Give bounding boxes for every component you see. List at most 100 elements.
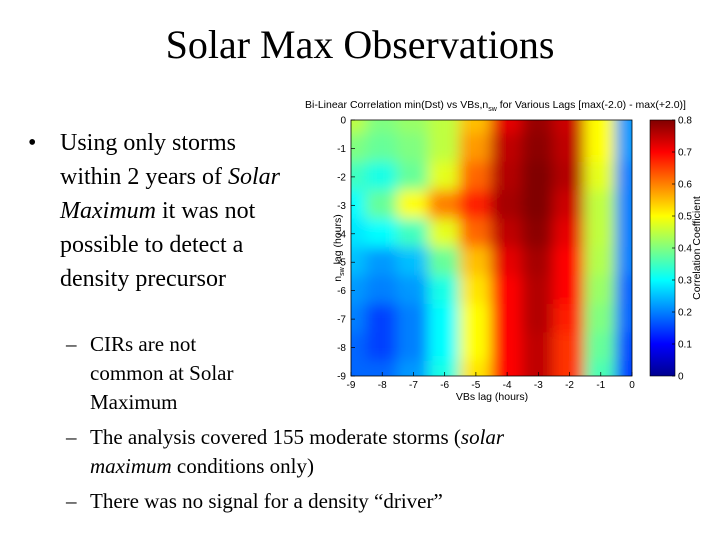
heatmap-cell xyxy=(490,120,524,136)
heatmap-cell xyxy=(490,133,524,164)
heatmap-cell xyxy=(615,247,632,278)
heatmap-cell xyxy=(490,275,524,306)
heatmap-cell xyxy=(584,303,618,335)
heatmap-cell xyxy=(396,332,431,363)
heatmap-cell xyxy=(584,218,618,249)
heatmap-cell xyxy=(584,133,618,164)
heatmap-cell xyxy=(365,303,399,335)
heatmap-cell xyxy=(490,332,524,363)
heatmap-cell xyxy=(521,161,555,193)
heatmap-cell xyxy=(459,360,493,376)
heatmap-cell xyxy=(490,161,524,193)
heatmap-cell xyxy=(351,161,368,193)
heatmap-cell xyxy=(584,190,618,221)
main-bullet: • Using only storms within 2 years of So… xyxy=(28,126,298,296)
x-tick-label: 0 xyxy=(629,380,635,391)
heatmap-cell xyxy=(552,190,587,221)
y-tick-label: -3 xyxy=(337,201,346,212)
colorbar-tick-label: 0.5 xyxy=(678,212,692,223)
heatmap-cell xyxy=(552,360,587,376)
heatmap-cell xyxy=(615,303,632,335)
heatmap-cell xyxy=(615,120,632,136)
x-tick-label: -3 xyxy=(534,380,543,391)
sub-bullets: – CIRs are not common at Solar Maximum –… xyxy=(66,330,526,522)
heatmap-cell xyxy=(615,190,632,221)
heatmap-cell xyxy=(552,120,587,136)
heatmap-cell xyxy=(351,247,368,278)
heatmap-cell xyxy=(396,120,431,136)
main-bullet-end: it was not possible to detect a density … xyxy=(60,198,256,292)
heatmap-cell xyxy=(615,218,632,249)
y-tick-label: -6 xyxy=(337,286,346,297)
heatmap-cell xyxy=(459,161,493,193)
colorbar-tick-label: 0.1 xyxy=(678,340,692,351)
heatmap-cell xyxy=(459,275,493,306)
x-axis-label: VBs lag (hours) xyxy=(456,391,528,403)
heatmap-cell xyxy=(396,161,431,193)
sub-bullet-3: – There was no signal for a density “dri… xyxy=(66,487,526,516)
heatmap-cell xyxy=(351,218,368,249)
heatmap-cell xyxy=(521,133,555,164)
x-tick-label: -5 xyxy=(471,380,480,391)
heatmap-cell xyxy=(365,120,399,136)
chart-title: Bi-Linear Correlation min(Dst) vs VBs,ns… xyxy=(305,99,686,113)
dash-2: – xyxy=(66,425,77,449)
heatmap-cell xyxy=(428,218,462,249)
heatmap-cell xyxy=(521,247,555,278)
x-ticks: -9 -8 -7 -6 -5 -4 -3 -2 -1 0 xyxy=(347,372,635,391)
y-tick-label: -9 xyxy=(337,372,346,383)
heatmap-cell xyxy=(428,133,462,164)
heatmap-cell xyxy=(351,275,368,306)
sub-bullet-2-italic: solar maximum xyxy=(90,425,505,478)
heatmap-cell xyxy=(428,275,462,306)
y-tick-label: 0 xyxy=(340,116,346,127)
main-bullet-text: Using only storms within 2 years of Sola… xyxy=(60,126,298,296)
heatmap-cell xyxy=(521,218,555,249)
heatmap-cell xyxy=(428,247,462,278)
sub-bullet-2: – The analysis covered 155 moderate stor… xyxy=(66,423,526,481)
heatmap-cell xyxy=(552,247,587,278)
heatmap-cell xyxy=(521,120,555,136)
colorbar xyxy=(649,119,676,377)
heatmap-cell xyxy=(584,332,618,363)
heatmap-cell xyxy=(521,360,555,376)
plot-frame xyxy=(350,119,633,377)
x-tick-label: -9 xyxy=(347,380,356,391)
y-tick-label: -2 xyxy=(337,172,346,183)
heatmap-cell xyxy=(365,360,399,376)
y-axis-label: nsw lag (hours) xyxy=(332,214,346,282)
heatmap-cell xyxy=(365,275,399,306)
y-tick-label: -8 xyxy=(337,343,346,354)
x-tick-label: -4 xyxy=(503,380,512,391)
dash-1: – xyxy=(66,332,77,356)
y-ticks: 0 -1 -2 -3 -4 -5 -6 -7 -8 -9 xyxy=(337,116,355,383)
heatmap-cell xyxy=(521,190,555,221)
heatmap-cell xyxy=(351,190,368,221)
heatmap-cell xyxy=(396,303,431,335)
colorbar-label: Correlation Coefficient xyxy=(691,196,703,300)
sub-bullet-2-b: conditions only) xyxy=(171,454,314,478)
x-tick-label: -7 xyxy=(409,380,418,391)
heatmap-cells xyxy=(351,120,632,376)
heatmap-cell xyxy=(351,360,368,376)
heatmap-cell xyxy=(365,190,399,221)
heatmap-cell xyxy=(351,133,368,164)
heatmap-cell xyxy=(396,190,431,221)
dash-3: – xyxy=(66,489,77,513)
colorbar-tick-label: 0.3 xyxy=(678,276,692,287)
heatmap-cell xyxy=(459,218,493,249)
heatmap-cell xyxy=(584,275,618,306)
heatmap-cell xyxy=(584,161,618,193)
sub-bullet-2-a: The analysis covered 155 moderate storms… xyxy=(90,425,461,449)
heatmap-cell xyxy=(552,303,587,335)
heatmap-cell xyxy=(490,190,524,221)
sub-bullet-2-text: The analysis covered 155 moderate storms… xyxy=(90,423,526,481)
heatmap-cell xyxy=(459,120,493,136)
heatmap-blur-layer xyxy=(351,120,632,376)
main-bullet-start: Using only storms within 2 years of xyxy=(60,130,237,190)
heatmap-cell xyxy=(552,133,587,164)
heatmap-cell xyxy=(584,120,618,136)
heatmap-cell xyxy=(584,247,618,278)
heatmap-cell xyxy=(396,247,431,278)
